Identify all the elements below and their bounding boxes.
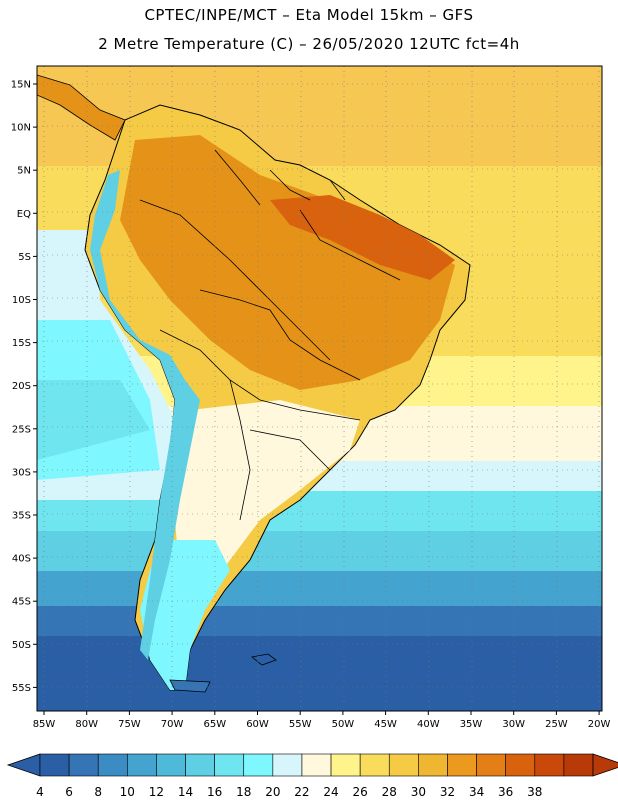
lon-label: 80W [75,719,98,730]
lon-label: 20W [588,719,611,730]
colorbar-swatch [243,753,274,777]
brazil-hot-interior [120,135,455,390]
colorbar-swatch [272,753,303,777]
colorbar-tick-label: 22 [294,785,309,799]
colorbar-tick-label: 18 [236,785,251,799]
colorbar-swatch [534,753,565,777]
lat-label: 5N [17,166,31,177]
colorbar-swatch [476,753,506,777]
lat-label: 10N [11,123,31,134]
colorbar-swatch [359,753,390,777]
colorbar-low-arrow [6,753,41,777]
country-borders [139,149,401,521]
colorbar-tick-label: 36 [498,785,513,799]
colorbar-swatch [301,753,332,777]
colorbar-swatch [214,753,245,777]
lon-label: 35W [460,719,483,730]
andes-cold-strip [90,170,200,660]
map-border [36,65,603,712]
lat-label: 55S [12,683,31,694]
lat-label: 15S [12,338,31,349]
tierra-del-fuego [169,679,211,693]
lon-label: 40W [417,719,440,730]
colorbar-tick-label: 4 [36,785,44,799]
colorbar-tick-label: 14 [178,785,193,799]
colorbar-swatch [505,753,536,777]
ocean-deepblue-band [37,636,602,711]
latitude-labels: 15N 10N 5N EQ 5S 10S 15S 20S 25S 30S 35S 40S 45S 50S 5… [11,80,37,694]
lon-label: 25W [545,719,568,730]
lat-label: 15N [11,80,31,91]
lat-label: EQ [17,209,31,220]
ocean-midblue-band [37,571,602,606]
lat-label: 20S [12,381,31,392]
colorbar-swatch [68,753,99,777]
map-gridlines [37,66,602,711]
lon-label: 85W [33,719,56,730]
colorbar-swatch [97,753,128,777]
colorbar-tick-label: 6 [65,785,73,799]
lat-label: 35S [12,511,31,522]
lon-label: 45W [374,719,397,730]
colorbar-tick-label: 16 [207,785,222,799]
colorbar-swatch [39,753,70,777]
ocean-teal-band [37,531,602,571]
colorbar-swatch [447,753,477,777]
colorbar-swatch [418,753,448,777]
lon-label: 50W [332,719,355,730]
colorbar-swatch [127,753,157,777]
colorbar-high-arrow [592,753,618,777]
colorbar-tick-label: 34 [469,785,484,799]
colorbar-tick-label: 8 [94,785,102,799]
lat-label: 5S [18,252,31,263]
chart-title-line1: CPTEC/INPE/MCT – Eta Model 15km – GFS [144,6,474,24]
colorbar-swatch [388,753,419,777]
colorbar-tick-label: 32 [440,785,455,799]
colorbar-tick-label: 28 [382,785,397,799]
lat-label: 40S [12,554,31,565]
colorbar-tick-label: 10 [120,785,135,799]
lat-label: 50S [12,640,31,651]
colorbar-tick-label: 12 [149,785,164,799]
lon-label: 75W [118,719,141,730]
colorbar: 4 6 8 10 12 14 16 18 20 22 24 26 28 30 32 34 36 38 [6,753,618,799]
colorbar-tick-label: 24 [323,785,338,799]
colorbar-tick-label: 26 [353,785,368,799]
lat-label: 10S [12,295,31,306]
colorbar-swatch [156,753,186,777]
ocean-blue-band [37,606,602,636]
longitude-labels: 85W 80W 75W 70W 65W 60W 55W 50W 45W 40W 35W 30W 25W 2… [33,711,611,730]
lat-label: 25S [12,424,31,435]
lon-label: 30W [502,719,525,730]
lon-label: 60W [246,719,269,730]
colorbar-swatch [330,753,361,777]
pacific-teal-tongue [37,380,150,460]
lon-label: 65W [203,719,226,730]
lat-label: 45S [12,597,31,608]
map-field [37,66,602,711]
southern-cone-cream [175,400,360,600]
lon-label: 70W [161,719,184,730]
colorbar-tick-label: 38 [527,785,542,799]
colorbar-swatch [185,753,215,777]
amazon-very-hot [270,195,455,280]
lon-label: 55W [289,719,312,730]
colorbar-swatch [563,753,594,777]
colorbar-tick-label: 20 [265,785,280,799]
lat-label: 30S [12,467,31,478]
chart-title-line2: 2 Metre Temperature (C) – 26/05/2020 12U… [98,35,520,53]
colorbar-tick-label: 30 [411,785,426,799]
central-america [37,74,126,141]
